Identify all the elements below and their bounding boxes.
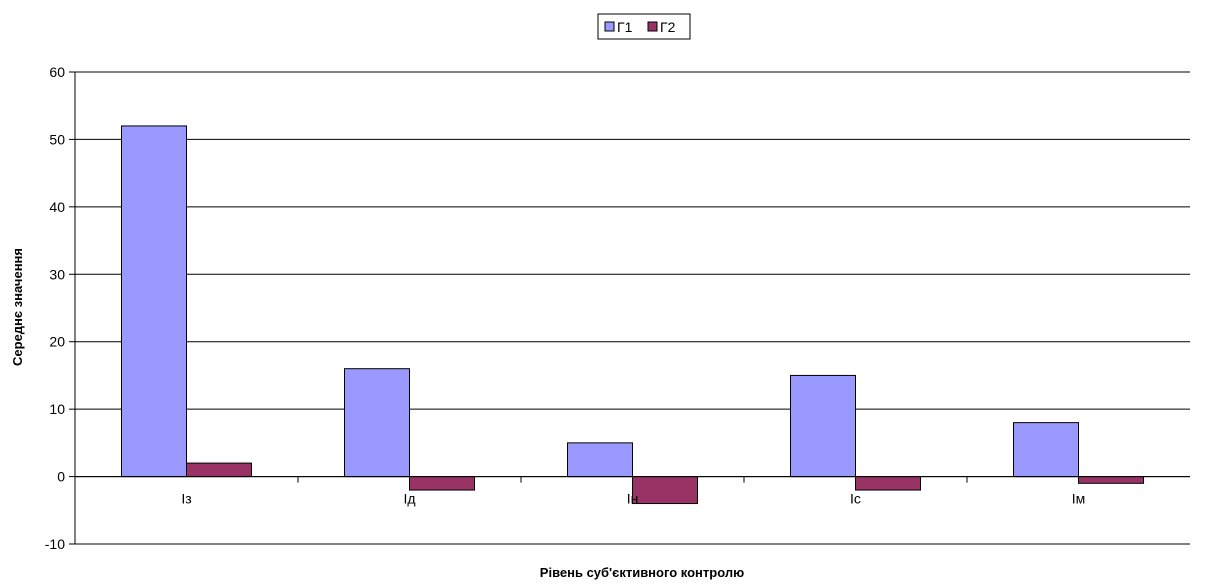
x-tick-label: Ід: [403, 491, 415, 507]
y-tick-label: 30: [49, 266, 65, 282]
y-tick-labels: -10 0 10 20 30 40 50 60: [45, 64, 65, 552]
bar-Г1-Із: [121, 125, 187, 478]
y-axis-title: Середнє значення: [10, 248, 25, 366]
x-axis-title: Рівень суб'єктивного контролю: [540, 565, 744, 580]
x-tick-label: Із: [181, 491, 191, 507]
y-tick-label: 60: [49, 64, 65, 80]
x-tick-labels: Із Ід Ін Іс Ім: [181, 491, 1085, 507]
x-tick-label: Іс: [850, 491, 861, 507]
y-tick-label: 20: [49, 334, 65, 350]
bar-Г2-Ім: [1078, 476, 1144, 484]
legend-swatch-g2: [647, 21, 658, 32]
x-tick-label: Ін: [627, 491, 639, 507]
y-tick-label: 40: [49, 199, 65, 215]
axes: [74, 72, 1190, 544]
bar-Г1-Ід: [344, 368, 410, 478]
bar-Г1-Ін: [567, 442, 633, 478]
bar-Г2-Іс: [855, 476, 921, 491]
bar-Г2-Ід: [409, 476, 475, 491]
y-tick-label: 0: [57, 469, 65, 485]
bar-Г1-Іс: [790, 374, 856, 478]
bar-Г2-Із: [186, 462, 252, 478]
bar-Г1-Ім: [1013, 422, 1079, 478]
legend-swatch-g1: [604, 21, 615, 32]
x-tick-label: Ім: [1072, 491, 1086, 507]
bar-Г2-Ін: [632, 476, 698, 505]
legend: Г1 Г2: [597, 13, 691, 40]
bars: [121, 125, 1144, 505]
legend-label-g1: Г1: [617, 19, 633, 35]
y-tick-label: 50: [49, 131, 65, 147]
legend-label-g2: Г2: [660, 19, 676, 35]
y-tick-label: -10: [45, 536, 65, 552]
y-tick-label: 10: [49, 401, 65, 417]
